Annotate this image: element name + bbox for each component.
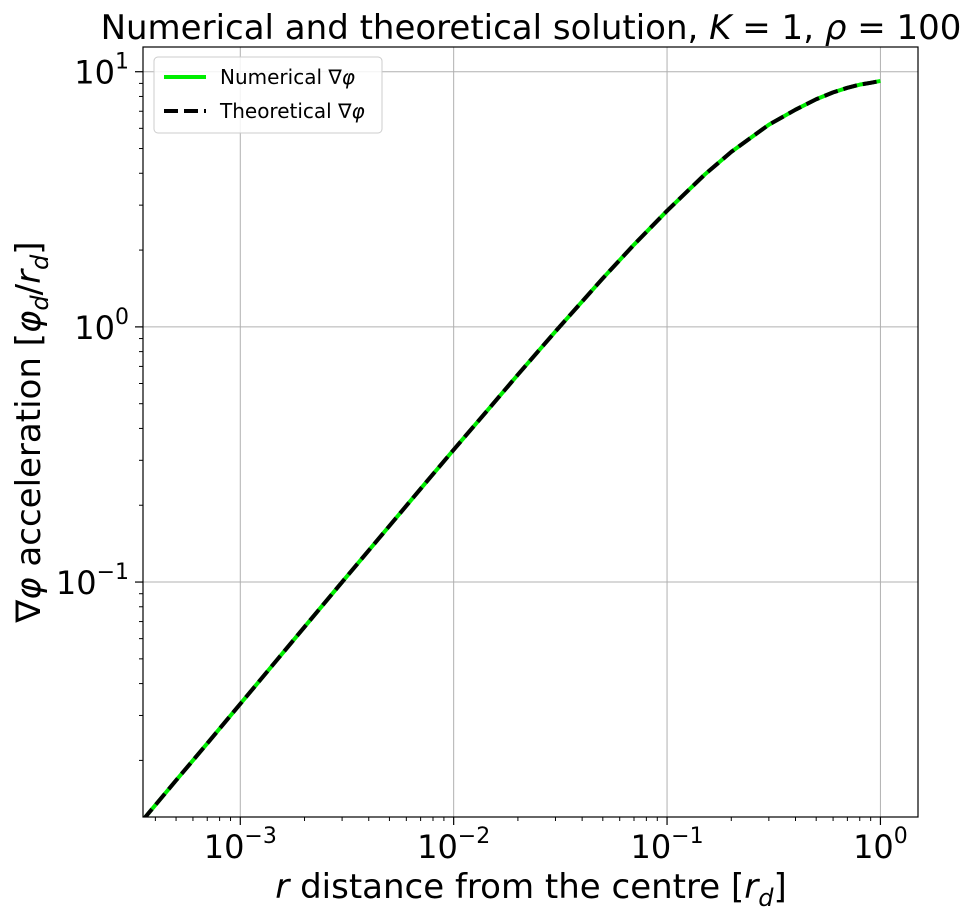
y-axis-label-unit1: φ [9,310,49,333]
title-rho-symbol: ρ [825,8,847,48]
x-tick-label: 10−2 [417,824,490,866]
y-axis-label-close: ] [9,241,49,254]
x-tick-label-base: 10 [417,828,458,866]
grid-lines [143,47,918,817]
legend-label-numerical-phi: φ [342,65,355,89]
x-tick-label: 10−3 [204,824,277,866]
y-tick-label-base: 10 [56,564,97,602]
x-tick-label: 10−1 [630,824,703,866]
title-k-symbol: K [709,8,734,48]
x-tick-label-exponent: −3 [244,824,276,849]
x-tick-label-base: 10 [853,828,894,866]
x-axis-label-close: ] [773,867,786,907]
x-axis-label: r distance from the centre [rd] [275,867,786,912]
legend: Numerical ∇φ Theoretical ∇φ [153,56,383,134]
y-axis-label-text: acceleration [ [9,333,49,577]
x-axis-label-var: r [275,867,291,907]
title-prefix: Numerical and theoretical solution, [101,8,710,48]
y-axis-label-phi: φ [9,577,49,600]
x-tick-label-base: 10 [204,828,245,866]
title-rho-value: = 100 [846,8,961,48]
legend-label-numerical-text: Numerical ∇ [220,65,342,89]
series-lines [143,79,881,817]
y-axis-label: ∇φ acceleration [φd/rd] [9,241,54,623]
y-tick-label-base: 10 [74,309,115,347]
series-line-theoretical [143,79,881,817]
legend-label-numerical: Numerical ∇φ [220,65,355,89]
y-tick-label: 101 [74,50,129,92]
minor-ticks [139,82,872,821]
series-line-numerical [143,79,881,817]
x-axis-label-unit: r [744,867,760,907]
x-tick-label-exponent: 0 [894,824,908,849]
legend-label-theoretical: Theoretical ∇φ [219,99,365,123]
chart-title: Numerical and theoretical solution, K = … [101,8,962,48]
y-axis-label-unit2: r [9,268,49,284]
x-tick-label-exponent: −2 [458,824,490,849]
legend-label-theoretical-phi: φ [351,99,364,123]
x-axis-label-unit-sub: d [758,884,774,912]
y-tick-label: 100 [74,305,129,347]
y-tick-label-base: 10 [74,54,115,92]
title-k-value: = 1, [731,8,824,48]
y-tick-label: 10−1 [56,560,129,602]
x-tick-label: 100 [853,824,908,866]
x-axis-label-text: distance from the centre [ [289,867,744,907]
y-tick-label-exponent: 1 [115,50,129,75]
legend-label-theoretical-text: Theoretical ∇ [219,99,352,123]
plot-frame [142,46,919,818]
y-tick-label-exponent: 0 [115,305,129,330]
y-axis-label-unit1-sub: d [26,295,54,311]
x-tick-label-exponent: −1 [671,824,703,849]
y-tick-label-exponent: −1 [97,560,129,585]
legend-box [153,56,383,134]
x-axis-ticks: 10−3 10−2 10−1 100 [204,817,908,866]
y-axis-label-nabla: ∇ [9,600,49,624]
y-axis-label-slash: / [9,283,49,295]
x-tick-label-base: 10 [630,828,671,866]
y-axis-label-unit2-sub: d [26,254,54,270]
